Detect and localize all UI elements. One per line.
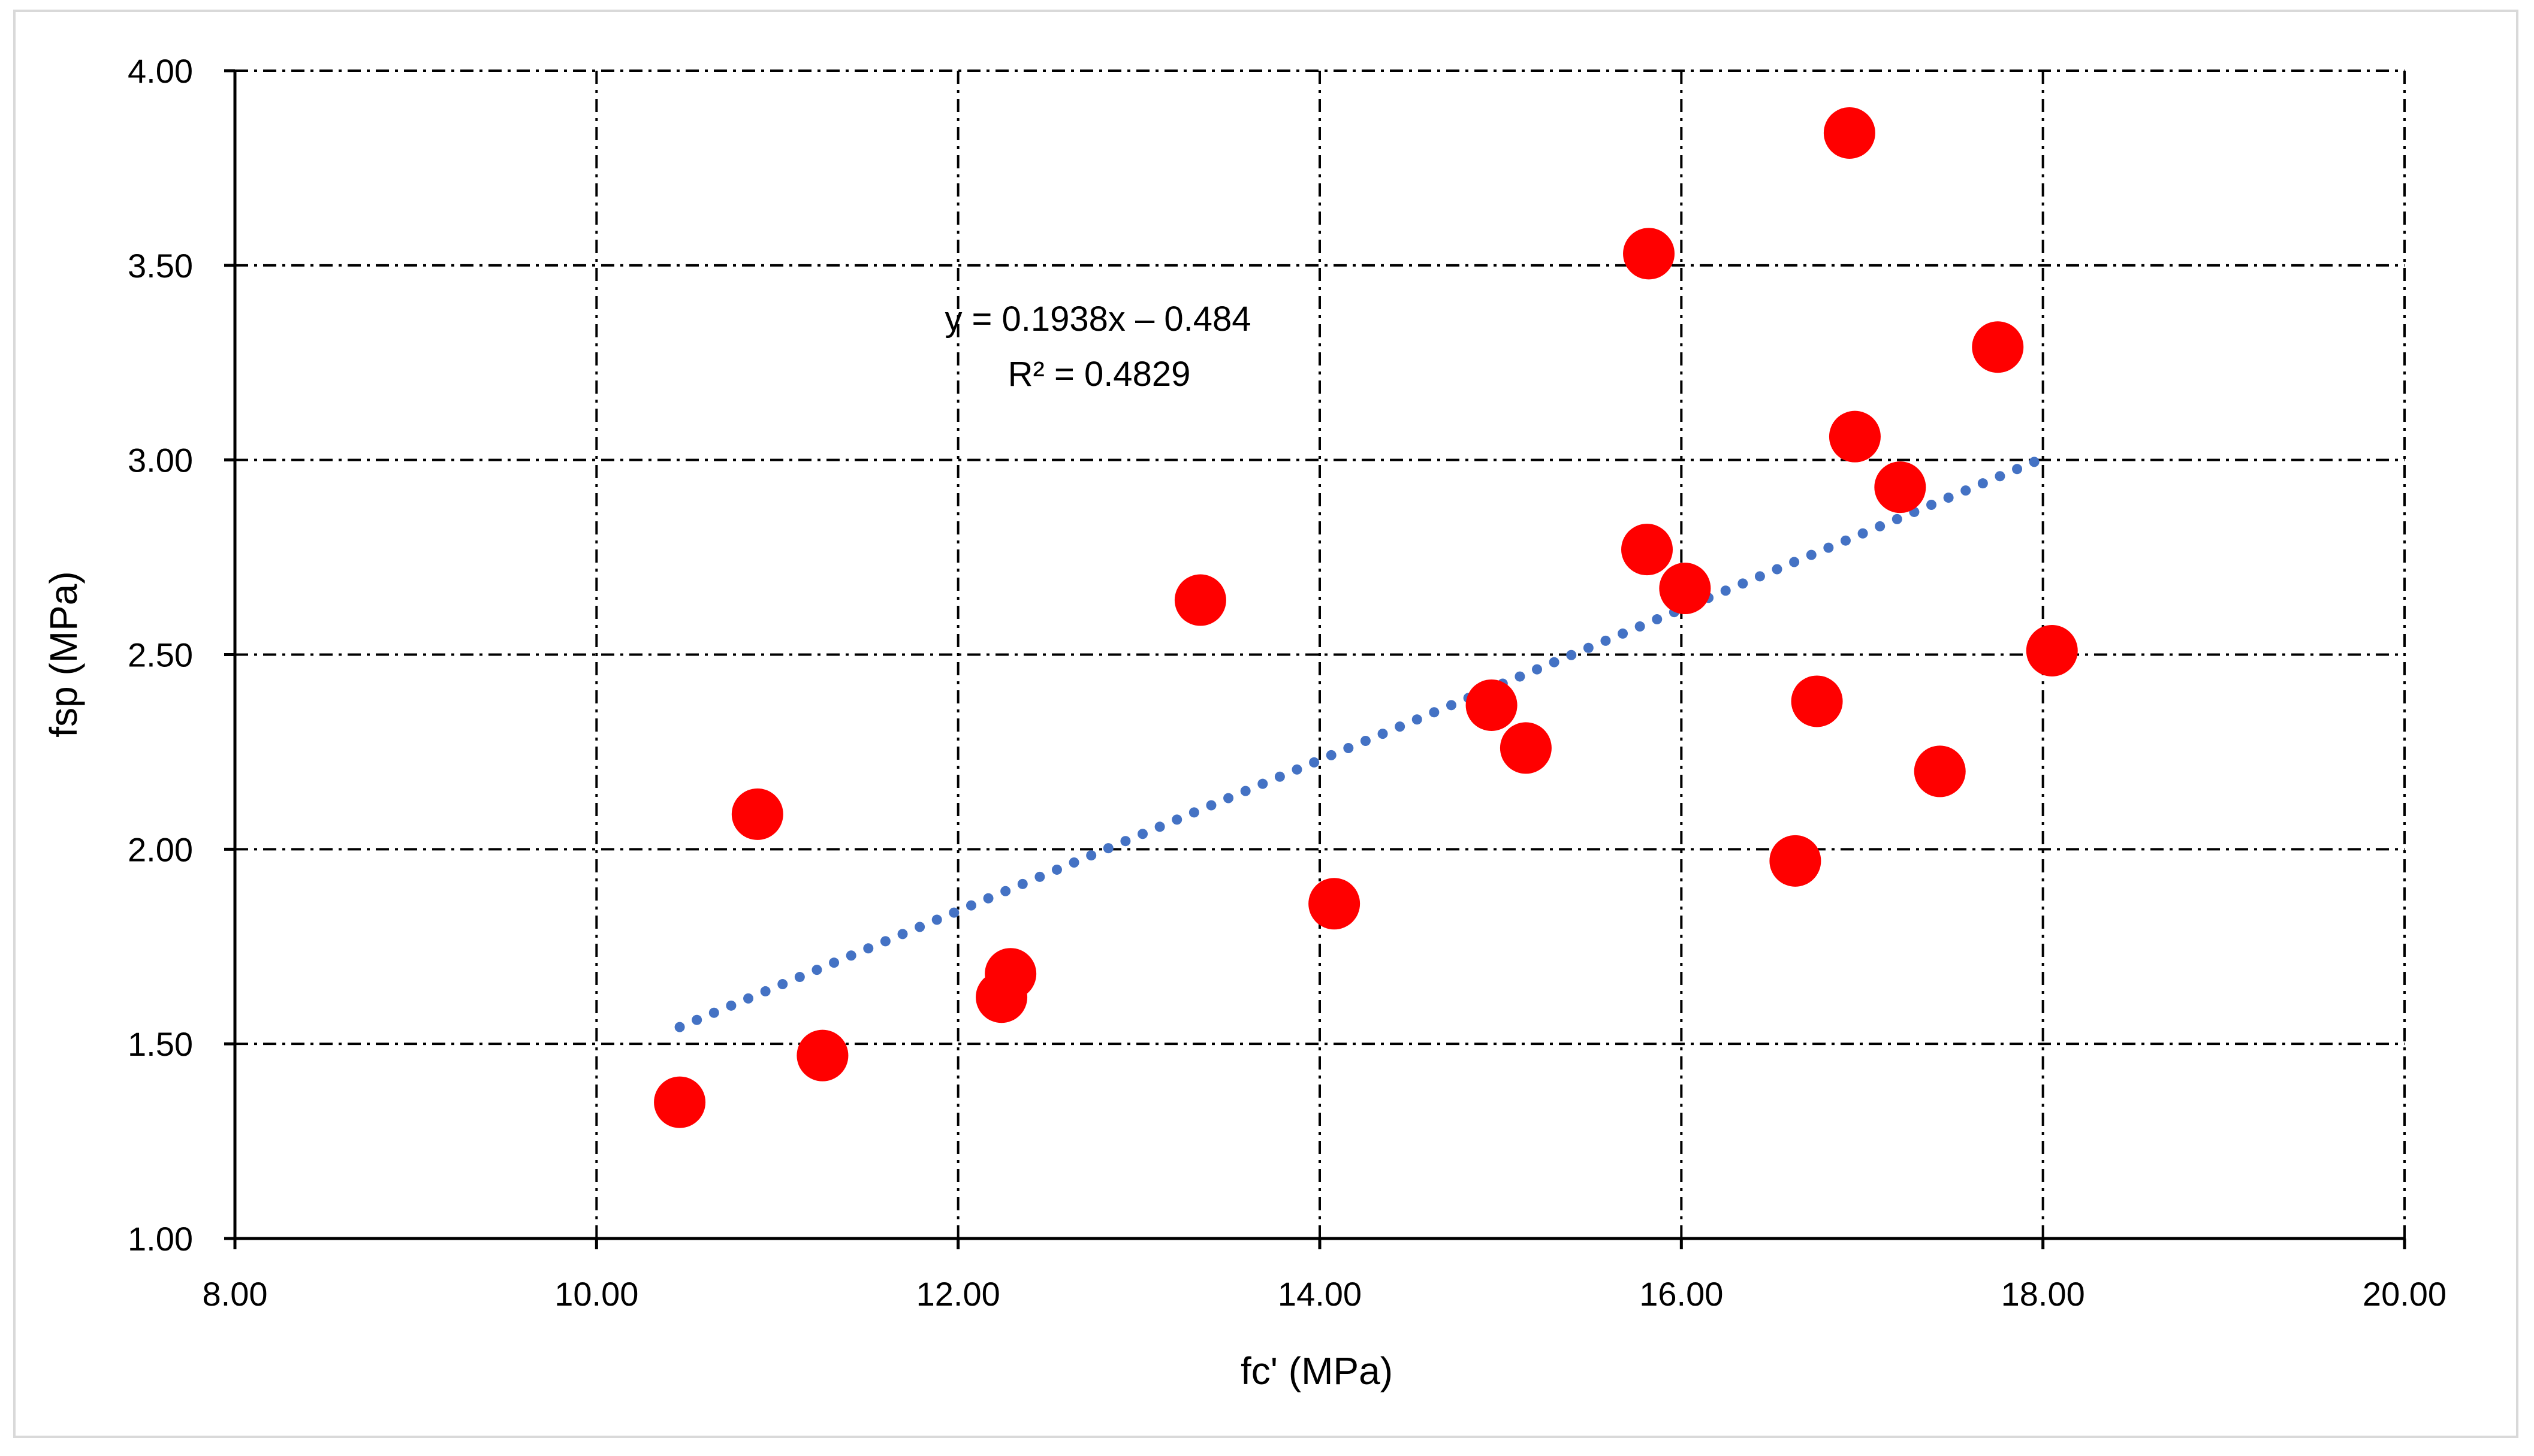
trendline-r-squared: R² = 0.4829: [1008, 355, 1191, 394]
x-tick-label: 18.00: [2001, 1275, 2085, 1313]
axes: [224, 69, 2406, 1249]
data-point: [654, 1076, 706, 1128]
x-tick-label: 12.00: [916, 1275, 1000, 1313]
data-point: [1659, 563, 1711, 615]
grid-lines: [235, 70, 2406, 1238]
y-tick-label: 1.00: [128, 1220, 193, 1258]
trendline-path: [674, 455, 2043, 1032]
data-point: [1874, 461, 1926, 513]
data-point: [1972, 321, 2024, 373]
data-point: [797, 1029, 849, 1082]
y-tick-label: 3.00: [128, 442, 193, 479]
x-tick-label: 10.00: [554, 1275, 638, 1313]
y-tick-label: 3.50: [128, 247, 193, 285]
data-point: [985, 948, 1037, 1000]
x-tick-label: 8.00: [203, 1275, 268, 1313]
x-tick-label: 14.00: [1278, 1275, 1362, 1313]
data-point: [1914, 745, 1966, 798]
data-point: [1769, 835, 1821, 887]
trendline: [674, 455, 2043, 1032]
data-point: [1465, 679, 1518, 731]
data-point: [1623, 228, 1675, 280]
data-point: [1791, 675, 1843, 727]
data-point: [1829, 410, 1881, 463]
y-tick-label: 4.00: [128, 52, 193, 90]
x-tick-label: 20.00: [2363, 1275, 2446, 1313]
data-point: [731, 788, 783, 840]
y-tick-label: 1.50: [128, 1025, 193, 1063]
data-point: [1308, 878, 1360, 930]
data-point: [2026, 625, 2078, 677]
chart-frame: [13, 10, 2518, 1438]
data-point: [1823, 107, 1875, 159]
y-axis-title: fsp (MPa): [42, 571, 85, 737]
data-point: [1174, 574, 1226, 626]
y-tick-label: 2.00: [128, 830, 193, 868]
trendline-equation: y = 0.1938x – 0.484: [945, 300, 1251, 339]
data-points: [654, 107, 2078, 1128]
x-axis-title: fc' (MPa): [1241, 1349, 1393, 1392]
y-tick-label: 2.50: [128, 636, 193, 674]
data-point: [1621, 524, 1673, 576]
y-tick-labels: 1.00 1.50 2.00 2.50 3.00 3.50 4.00: [128, 52, 193, 1258]
data-point: [1500, 722, 1552, 774]
x-tick-labels: 8.00 10.00 12.00 14.00 16.00 18.00 20.00: [203, 1275, 2447, 1313]
x-tick-label: 16.00: [1639, 1275, 1723, 1313]
